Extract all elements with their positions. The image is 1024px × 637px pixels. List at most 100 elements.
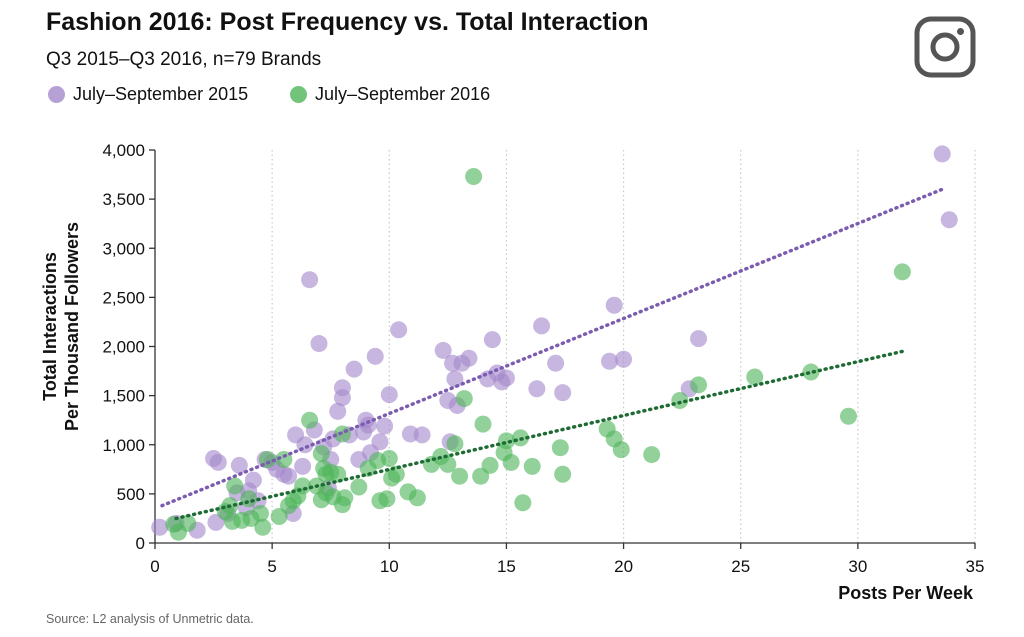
data-point-s2015 (413, 426, 431, 444)
data-point-s2016 (612, 441, 630, 459)
data-point-s2016 (474, 415, 492, 433)
legend-marker-2015 (48, 86, 65, 103)
data-point-s2016 (284, 492, 302, 510)
chart-title: Fashion 2016: Post Frequency vs. Total I… (46, 8, 649, 36)
data-point-s2016 (690, 376, 708, 394)
chart-subtitle: Q3 2015–Q3 2016, n=79 Brands (46, 49, 322, 70)
data-point-s2015 (280, 467, 298, 485)
data-point-s2015 (294, 457, 312, 475)
grid-lines (271, 150, 976, 543)
x-tick-label: 25 (731, 557, 750, 576)
data-point-s2015 (244, 471, 262, 489)
legend-marker-2016 (290, 86, 307, 103)
data-point-s2015 (933, 145, 951, 163)
data-point-s2016 (312, 445, 330, 463)
data-point-s2015 (690, 330, 708, 348)
data-point-s2015 (371, 433, 389, 451)
data-point-s2016 (465, 168, 483, 186)
data-point-s2015 (333, 389, 351, 407)
x-tick-label: 30 (848, 557, 867, 576)
data-point-s2015 (209, 453, 227, 471)
data-point-s2016 (481, 456, 499, 474)
y-tick-label: 2,000 (102, 338, 145, 357)
data-point-s2016 (893, 263, 911, 281)
legend-item-2016: July–September 2016 (290, 84, 490, 105)
data-point-s2016 (301, 411, 319, 429)
data-point-s2016 (802, 363, 820, 381)
legend-label-2015: July–September 2015 (73, 84, 249, 104)
data-point-s2016 (455, 390, 473, 408)
data-point-s2015 (446, 370, 464, 388)
data-point-s2016 (240, 490, 258, 508)
data-point-s2015 (376, 417, 394, 435)
data-point-s2015 (301, 271, 319, 289)
data-point-s2015 (230, 456, 248, 474)
legend-label-2016: July–September 2016 (315, 84, 491, 104)
data-point-s2015 (380, 386, 398, 404)
data-point-s2016 (380, 450, 398, 468)
data-points (151, 145, 958, 541)
y-tick-label: 3,500 (102, 190, 145, 209)
y-tick-label: 1,000 (102, 436, 145, 455)
data-point-s2016 (294, 477, 312, 495)
data-point-s2015 (554, 384, 572, 402)
x-tick-label: 15 (497, 557, 516, 576)
data-point-s2015 (390, 321, 408, 339)
data-point-s2015 (345, 360, 363, 378)
data-point-s2015 (434, 341, 452, 359)
data-point-s2016 (226, 477, 244, 495)
legend-item-2015: July–September 2015 (48, 84, 248, 105)
data-point-s2016 (551, 439, 569, 457)
axis-labels: 0 500 1,000 1,500 2,000 2,500 3,000 3,500 4,000 0… (40, 141, 984, 603)
data-point-s2016 (839, 407, 857, 425)
data-point-s2016 (502, 453, 520, 471)
data-point-s2016 (746, 368, 764, 386)
data-point-s2016 (439, 455, 457, 473)
trendlines (160, 187, 944, 521)
data-point-s2016 (275, 450, 293, 468)
data-point-s2015 (533, 317, 551, 335)
y-tick-label: 3,000 (102, 239, 145, 258)
data-point-s2016 (497, 432, 515, 450)
data-point-s2016 (451, 467, 469, 485)
y-axis-title-line1: Total Interactions (40, 252, 60, 401)
data-point-s2015 (366, 347, 384, 365)
data-point-s2015 (329, 402, 347, 420)
data-point-s2016 (554, 465, 572, 483)
source-note: Source: L2 analysis of Unmetric data. (46, 612, 254, 626)
x-tick-label: 0 (150, 557, 159, 576)
data-point-s2016 (329, 465, 347, 483)
data-point-s2016 (514, 494, 532, 512)
y-tick-label: 2,500 (102, 288, 145, 307)
data-point-s2015 (601, 352, 619, 370)
x-tick-label: 35 (966, 557, 985, 576)
data-point-s2016 (387, 465, 405, 483)
y-axis-title-line2: Per Thousand Followers (62, 222, 82, 431)
data-point-s2016 (336, 489, 354, 507)
data-point-s2016 (350, 478, 368, 496)
data-point-s2015 (605, 296, 623, 314)
data-point-s2015 (151, 518, 169, 536)
data-point-s2016 (399, 483, 417, 501)
axes (149, 149, 976, 549)
y-tick-label: 0 (136, 534, 145, 553)
data-point-s2016 (254, 518, 272, 536)
y-tick-label: 1,500 (102, 387, 145, 406)
data-point-s2015 (528, 380, 546, 398)
data-point-s2016 (242, 509, 260, 527)
data-point-s2015 (483, 331, 501, 349)
data-point-s2016 (523, 457, 541, 475)
data-point-s2015 (497, 369, 515, 387)
data-point-s2015 (547, 354, 565, 372)
data-point-s2015 (940, 211, 958, 229)
data-point-s2016 (179, 514, 197, 532)
data-point-s2016 (643, 446, 661, 464)
x-axis-title: Posts Per Week (838, 583, 974, 603)
instagram-icon (914, 16, 976, 78)
trendline-s2016 (174, 349, 905, 521)
x-tick-label: 5 (267, 557, 276, 576)
x-tick-label: 10 (380, 557, 399, 576)
data-point-s2016 (446, 435, 464, 453)
trendline-s2015 (160, 187, 944, 508)
